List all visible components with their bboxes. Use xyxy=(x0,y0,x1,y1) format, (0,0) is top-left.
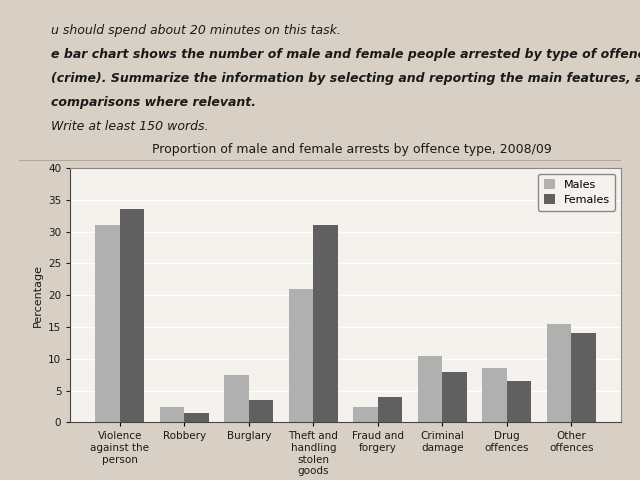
Bar xyxy=(572,333,596,422)
Bar xyxy=(547,324,572,422)
Text: u should spend about 20 minutes on this task.: u should spend about 20 minutes on this … xyxy=(51,24,341,36)
Bar xyxy=(353,407,378,422)
Text: (crime). Summarize the information by selecting and reporting the main features,: (crime). Summarize the information by se… xyxy=(51,72,640,84)
Bar xyxy=(225,375,249,422)
Bar xyxy=(184,413,209,422)
Text: Proportion of male and female arrests by offence type, 2008/09: Proportion of male and female arrests by… xyxy=(152,143,552,156)
Y-axis label: Percentage: Percentage xyxy=(33,264,43,327)
Bar xyxy=(95,225,120,422)
Legend: Males, Females: Males, Females xyxy=(538,174,615,211)
Bar xyxy=(160,407,184,422)
Text: Write at least 150 words.: Write at least 150 words. xyxy=(51,120,209,132)
Bar xyxy=(507,381,531,422)
Bar xyxy=(418,356,442,422)
Bar xyxy=(120,209,145,422)
Bar xyxy=(314,225,338,422)
Text: e bar chart shows the number of male and female people arrested by type of offen: e bar chart shows the number of male and… xyxy=(51,48,640,60)
Bar xyxy=(378,397,403,422)
Bar xyxy=(249,400,273,422)
Bar xyxy=(483,368,507,422)
Bar xyxy=(442,372,467,422)
Bar xyxy=(289,289,314,422)
Text: comparisons where relevant.: comparisons where relevant. xyxy=(51,96,256,108)
